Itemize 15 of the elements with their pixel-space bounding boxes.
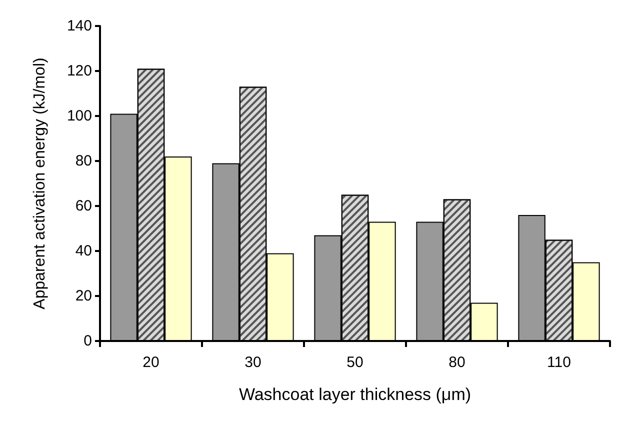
x-tick-label: 110 [547,354,571,371]
y-tick-label: 0 [84,332,92,350]
y-tick-label: 100 [66,108,92,124]
x-tick-label: 20 [142,354,160,371]
y-tick-label: 140 [66,18,92,34]
y-tick-label: 80 [75,152,92,170]
y-tick-label: 40 [75,242,92,260]
y-tick-label: 60 [75,198,92,214]
x-axis-title: Washcoat layer thickness (μm) [238,385,472,404]
x-tick-label: 80 [448,354,466,371]
y-axis-title: Apparent activation energy (kJ/mol) [32,58,48,310]
x-tick-label: 50 [346,354,364,371]
y-tick-label: 20 [75,288,92,304]
x-tick-label: 30 [244,354,262,371]
y-tick-label: 120 [66,62,92,80]
